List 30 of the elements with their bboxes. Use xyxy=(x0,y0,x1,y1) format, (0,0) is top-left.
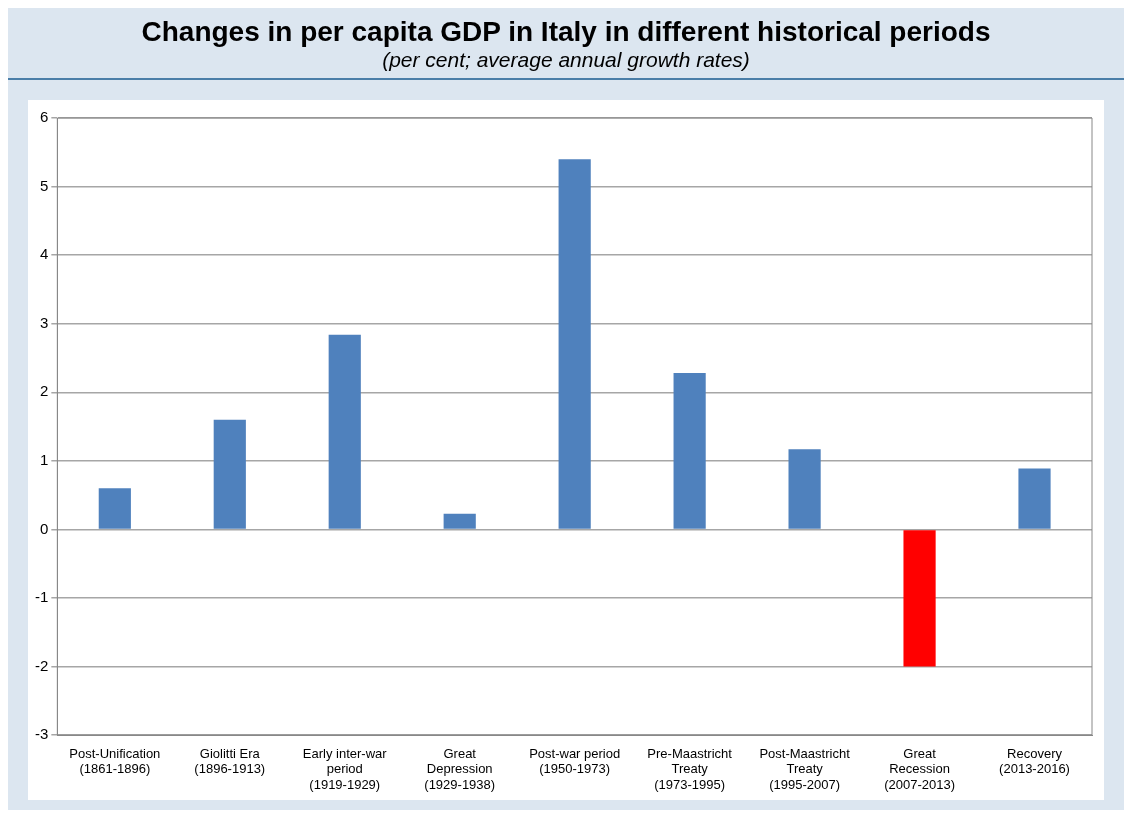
x-tick-label: Giolitti Era (1896-1913) xyxy=(194,745,266,777)
bar xyxy=(98,488,131,529)
x-tick-label: Pre-Maastricht Treaty (1973-1995) xyxy=(647,745,733,792)
y-tick-label: 3 xyxy=(39,313,49,331)
bar xyxy=(788,449,821,529)
x-tick-label: Great Depression (1929-1938) xyxy=(424,745,496,792)
y-tick-label: 2 xyxy=(39,382,49,400)
x-tick-label: Great Recession (2007-2013) xyxy=(884,745,955,792)
x-tick-label: Post-war period (1950-1973) xyxy=(529,745,621,777)
y-tick-label: 5 xyxy=(39,176,49,194)
x-tick-label: Post-Maastricht Treaty (1995-2007) xyxy=(759,745,851,792)
y-tick-label: -1 xyxy=(34,588,49,606)
x-tick-label: Post-Unification (1861-1896) xyxy=(69,745,161,777)
bar xyxy=(328,334,361,529)
bar xyxy=(903,530,936,667)
y-tick-label: -2 xyxy=(34,656,49,674)
y-tick-label: 6 xyxy=(39,108,49,126)
bar xyxy=(213,419,246,529)
x-tick-label: Early inter-war period (1919-1929) xyxy=(302,745,388,792)
bar xyxy=(558,159,591,529)
chart-subtitle: (per cent; average annual growth rates) xyxy=(381,48,751,72)
bar xyxy=(673,373,706,529)
x-tick-label: Recovery (2013-2016) xyxy=(999,745,1070,777)
y-tick-label: 0 xyxy=(39,519,49,537)
bar xyxy=(443,513,476,529)
y-tick-label: -3 xyxy=(34,725,49,743)
y-tick-label: 4 xyxy=(39,245,49,263)
bar xyxy=(1018,468,1051,529)
y-tick-label: 1 xyxy=(39,451,49,469)
chart-title: Changes in per capita GDP in Italy in different historical periods xyxy=(140,16,992,48)
